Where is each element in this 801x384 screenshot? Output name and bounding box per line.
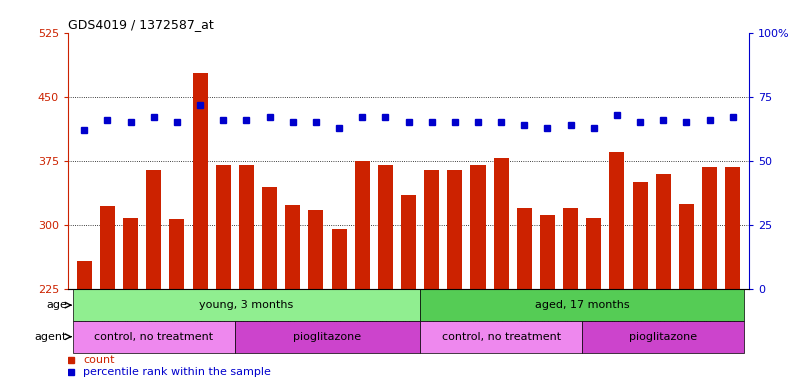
Bar: [420, 321, 582, 353]
Bar: [725, 167, 740, 289]
Text: pioglitazone: pioglitazone: [630, 332, 698, 342]
Bar: [192, 73, 207, 289]
Bar: [679, 204, 694, 289]
Bar: [378, 165, 392, 289]
Bar: [169, 219, 184, 289]
Bar: [401, 195, 416, 289]
Bar: [308, 210, 324, 289]
Text: GDS4019 / 1372587_at: GDS4019 / 1372587_at: [68, 18, 214, 31]
Text: aged, 17 months: aged, 17 months: [535, 300, 630, 310]
Text: agent: agent: [34, 332, 67, 342]
Text: count: count: [83, 355, 115, 365]
Bar: [610, 152, 625, 289]
Bar: [239, 165, 254, 289]
Bar: [355, 161, 370, 289]
Text: age: age: [46, 300, 67, 310]
Bar: [77, 261, 92, 289]
Bar: [563, 208, 578, 289]
Bar: [656, 174, 670, 289]
Bar: [100, 206, 115, 289]
Bar: [540, 215, 555, 289]
Text: control, no treatment: control, no treatment: [95, 332, 213, 342]
Bar: [73, 289, 420, 321]
Bar: [582, 321, 744, 353]
Bar: [147, 170, 161, 289]
Bar: [447, 170, 462, 289]
Bar: [235, 321, 420, 353]
Text: pioglitazone: pioglitazone: [293, 332, 361, 342]
Bar: [633, 182, 648, 289]
Bar: [262, 187, 277, 289]
Bar: [493, 159, 509, 289]
Bar: [586, 218, 602, 289]
Bar: [73, 321, 235, 353]
Bar: [420, 289, 744, 321]
Bar: [285, 205, 300, 289]
Bar: [332, 229, 347, 289]
Text: young, 3 months: young, 3 months: [199, 300, 293, 310]
Bar: [470, 165, 485, 289]
Text: control, no treatment: control, no treatment: [441, 332, 561, 342]
Bar: [702, 167, 717, 289]
Text: percentile rank within the sample: percentile rank within the sample: [83, 367, 271, 377]
Bar: [517, 208, 532, 289]
Bar: [215, 165, 231, 289]
Bar: [425, 170, 439, 289]
Bar: [123, 218, 138, 289]
